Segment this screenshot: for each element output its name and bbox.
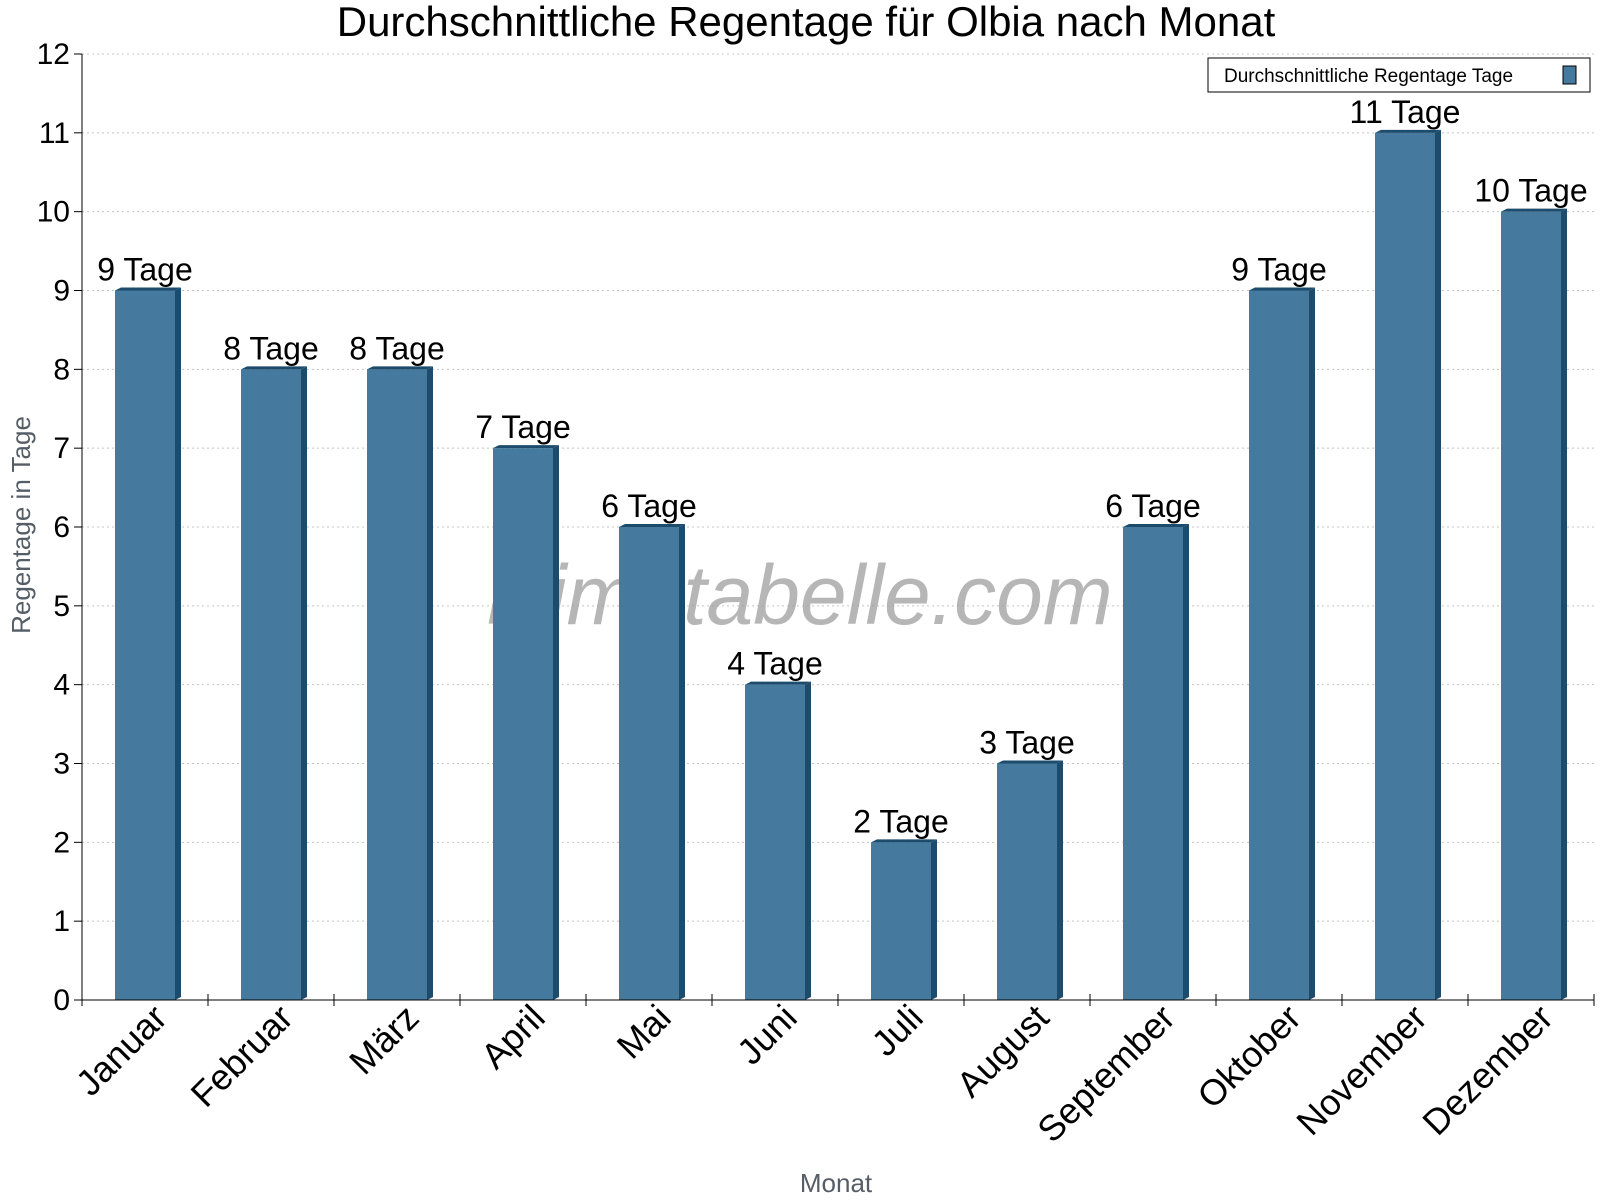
y-tick-label: 4 <box>53 669 70 702</box>
bar-side <box>1183 524 1189 1000</box>
y-axis-label: Regentage in Tage <box>6 416 36 634</box>
bar-top <box>871 839 937 843</box>
data-label: 8 Tage <box>349 330 445 366</box>
bar-face <box>1249 290 1309 1000</box>
data-label: 6 Tage <box>601 488 697 524</box>
bar-face <box>1123 527 1183 1000</box>
bar <box>115 287 181 1000</box>
data-label: 8 Tage <box>223 330 319 366</box>
x-axis-label: Monat <box>800 1168 873 1198</box>
bar <box>1123 524 1189 1000</box>
y-tick-label: 2 <box>53 826 70 859</box>
y-tick-label: 7 <box>53 432 70 465</box>
x-tick-label: Juli <box>863 997 930 1064</box>
bar-top <box>367 366 433 370</box>
x-tick-label: Februar <box>183 997 301 1115</box>
legend: Durchschnittliche Regentage Tage <box>1207 57 1591 93</box>
bar <box>619 524 685 1000</box>
x-tick-label: Juni <box>729 997 805 1073</box>
bar-top <box>1123 524 1189 527</box>
bar-side <box>931 839 937 1000</box>
bar-side <box>1309 287 1315 1000</box>
bar <box>745 681 811 1000</box>
y-tick-label: 8 <box>53 353 70 386</box>
bar <box>1375 129 1441 1001</box>
x-tick-label: August <box>948 997 1056 1105</box>
bar-side <box>805 681 811 1000</box>
y-tick-label: 12 <box>37 38 70 71</box>
data-label: 9 Tage <box>1231 252 1327 288</box>
bar-side <box>301 366 307 1000</box>
bar-top <box>1375 129 1441 133</box>
bar <box>997 760 1063 1000</box>
x-tick-label: Januar <box>68 997 175 1104</box>
bar-side <box>427 366 433 1000</box>
bar-side <box>1057 760 1063 1000</box>
bar-face <box>493 448 553 1001</box>
data-label: 7 Tage <box>475 409 571 445</box>
bar-face <box>1501 211 1561 1000</box>
bar <box>493 445 559 1001</box>
data-label: 11 Tage <box>1350 94 1461 130</box>
data-label: 10 Tage <box>1474 173 1587 209</box>
watermark: klimatabelle.com <box>487 548 1113 642</box>
x-tick-label: Oktober <box>1189 997 1309 1117</box>
bar-face <box>367 369 427 1000</box>
y-tick-label: 11 <box>39 117 70 150</box>
legend-label: Durchschnittliche Regentage Tage <box>1224 66 1513 87</box>
x-tick-label: April <box>473 997 553 1077</box>
bar-side <box>175 287 181 1000</box>
y-tick-label: 9 <box>53 275 70 308</box>
data-label: 4 Tage <box>727 646 823 682</box>
data-labels: 9 Tage 8 Tage 8 Tage 7 Tage 6 Tage 4 Tage 2 Ta… <box>97 94 1587 839</box>
bar-top <box>745 681 811 685</box>
bar-top <box>619 524 685 527</box>
bar-top <box>493 445 559 449</box>
chart-title: Durchschnittliche Regentage für Olbia na… <box>337 0 1276 45</box>
x-tick-label: Mai <box>609 997 679 1067</box>
y-tick-label: 5 <box>53 590 70 623</box>
bar <box>367 366 433 1000</box>
x-tick-label: Dezember <box>1414 997 1560 1143</box>
bar <box>241 366 307 1000</box>
bar-face <box>619 527 679 1000</box>
bars <box>115 129 1567 1001</box>
bar <box>1501 208 1567 1000</box>
y-tick-label: 6 <box>53 511 70 544</box>
bar <box>1249 287 1315 1000</box>
bar-face <box>997 763 1057 1000</box>
x-tick-label: September <box>1029 997 1183 1151</box>
bar-top <box>1501 208 1567 212</box>
bar-side <box>1435 129 1441 1001</box>
x-tick-label: November <box>1288 997 1434 1143</box>
bar-side <box>553 445 559 1001</box>
bar-top <box>241 366 307 370</box>
bar-top <box>115 287 181 291</box>
bar-face <box>1375 132 1435 1001</box>
bar-side <box>1561 208 1567 1000</box>
bar-top <box>997 760 1063 764</box>
data-label: 6 Tage <box>1105 488 1201 524</box>
data-label: 9 Tage <box>97 252 193 288</box>
data-label: 3 Tage <box>979 725 1075 761</box>
y-tick-label: 3 <box>53 748 70 781</box>
legend-box <box>1207 57 1591 93</box>
bar-face <box>241 369 301 1000</box>
bar-side <box>679 524 685 1000</box>
y-tick-label: 1 <box>53 905 70 938</box>
gridlines <box>82 53 1594 922</box>
bar <box>871 839 937 1000</box>
bar-top <box>1249 287 1315 291</box>
bar-face <box>115 290 175 1000</box>
bar-face <box>745 684 805 1000</box>
x-tick-label: März <box>341 997 427 1083</box>
bar-face <box>871 842 931 1000</box>
y-tick-label: 0 <box>53 984 70 1017</box>
legend-swatch <box>1562 65 1577 85</box>
y-tick-label: 10 <box>37 196 70 229</box>
data-label: 2 Tage <box>853 803 949 839</box>
